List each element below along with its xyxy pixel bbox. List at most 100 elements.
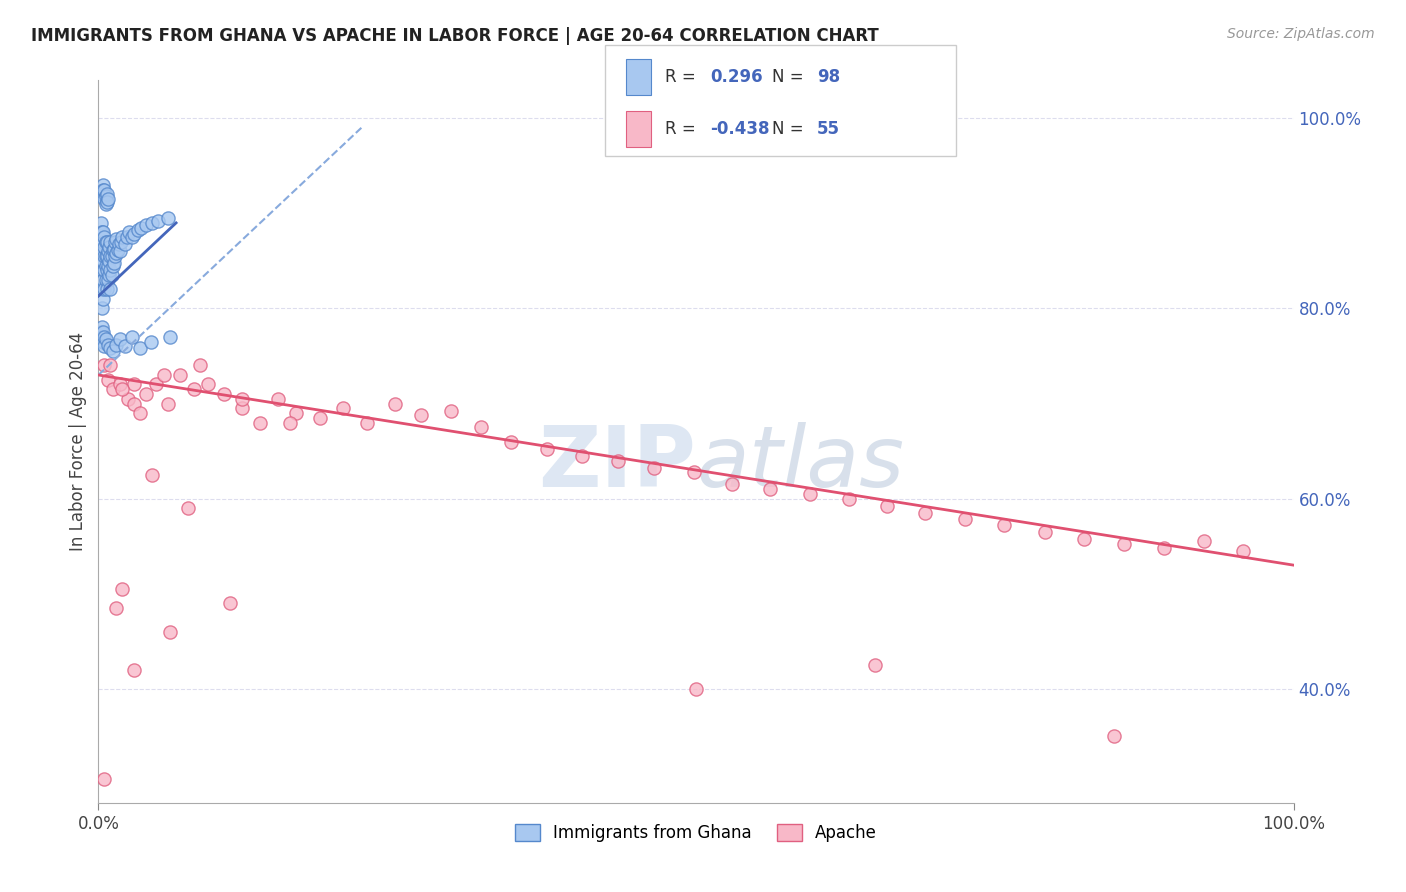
- Point: [89, 263, 111, 277]
- Point: [96, 282, 118, 296]
- Point: [91, 187, 114, 202]
- Point: [177, 501, 200, 516]
- Point: [169, 368, 191, 382]
- Point: [141, 467, 163, 482]
- Point: [93, 249, 115, 263]
- Point: [685, 681, 707, 696]
- Point: [98, 263, 122, 277]
- Point: [91, 244, 114, 259]
- Point: [267, 392, 290, 406]
- Point: [356, 416, 378, 430]
- Point: [96, 263, 118, 277]
- Point: [107, 243, 129, 257]
- Point: [105, 601, 128, 615]
- Point: [1112, 537, 1135, 551]
- Point: [91, 254, 114, 268]
- Point: [121, 330, 143, 344]
- Legend: Immigrants from Ghana, Apache: Immigrants from Ghana, Apache: [508, 817, 884, 848]
- Point: [91, 226, 114, 240]
- Point: [94, 259, 117, 273]
- Point: [607, 453, 630, 467]
- Point: [94, 197, 117, 211]
- Point: [332, 401, 354, 416]
- Point: [96, 187, 118, 202]
- Point: [129, 406, 152, 420]
- Point: [91, 235, 114, 249]
- Point: [1104, 729, 1126, 743]
- Point: [278, 416, 301, 430]
- Point: [108, 377, 131, 392]
- Point: [643, 461, 665, 475]
- Point: [91, 226, 114, 240]
- Point: [98, 254, 121, 268]
- Point: [231, 401, 253, 416]
- Point: [115, 230, 138, 244]
- Point: [156, 396, 179, 410]
- Point: [94, 189, 117, 203]
- Point: [499, 434, 522, 449]
- Point: [141, 216, 163, 230]
- Point: [759, 482, 782, 496]
- Point: [93, 282, 115, 296]
- Point: [156, 211, 179, 226]
- Text: ZIP: ZIP: [538, 422, 696, 505]
- Point: [799, 487, 821, 501]
- Point: [135, 218, 157, 232]
- Point: [98, 235, 122, 249]
- Point: [91, 282, 114, 296]
- Point: [953, 512, 976, 526]
- Point: [121, 230, 143, 244]
- Point: [153, 368, 176, 382]
- Point: [101, 344, 124, 359]
- Point: [384, 396, 406, 410]
- Point: [103, 242, 125, 256]
- Point: [96, 235, 118, 249]
- Point: [93, 330, 115, 344]
- Point: [101, 243, 124, 257]
- Point: [536, 442, 558, 457]
- Text: atlas: atlas: [696, 422, 904, 505]
- Point: [117, 392, 139, 406]
- Point: [108, 332, 131, 346]
- Point: [96, 194, 118, 209]
- Point: [231, 392, 253, 406]
- Point: [104, 235, 127, 249]
- Point: [124, 377, 146, 392]
- Point: [139, 334, 162, 349]
- Text: 55: 55: [817, 120, 839, 138]
- Point: [104, 249, 127, 263]
- Point: [103, 256, 125, 270]
- Point: [124, 396, 146, 410]
- Point: [1192, 534, 1215, 549]
- Point: [124, 227, 146, 242]
- Point: [94, 273, 117, 287]
- Point: [721, 477, 744, 491]
- Point: [90, 282, 112, 296]
- Point: [93, 339, 115, 353]
- Point: [98, 249, 122, 263]
- Point: [93, 359, 115, 373]
- Text: N =: N =: [772, 68, 808, 86]
- Point: [91, 254, 114, 268]
- Point: [89, 235, 111, 249]
- Point: [914, 506, 936, 520]
- Point: [197, 377, 219, 392]
- Point: [91, 292, 114, 306]
- Point: [90, 325, 112, 339]
- Text: R =: R =: [665, 120, 702, 138]
- Point: [97, 192, 120, 206]
- Point: [98, 240, 121, 254]
- Point: [838, 491, 860, 506]
- Point: [91, 330, 114, 344]
- Point: [111, 382, 134, 396]
- Point: [90, 254, 112, 268]
- Point: [93, 192, 115, 206]
- Point: [1073, 532, 1095, 546]
- Point: [105, 232, 128, 246]
- Point: [94, 235, 117, 249]
- Point: [93, 772, 115, 786]
- Point: [100, 268, 122, 282]
- Point: [124, 663, 146, 677]
- Point: [91, 334, 114, 349]
- Point: [91, 273, 114, 287]
